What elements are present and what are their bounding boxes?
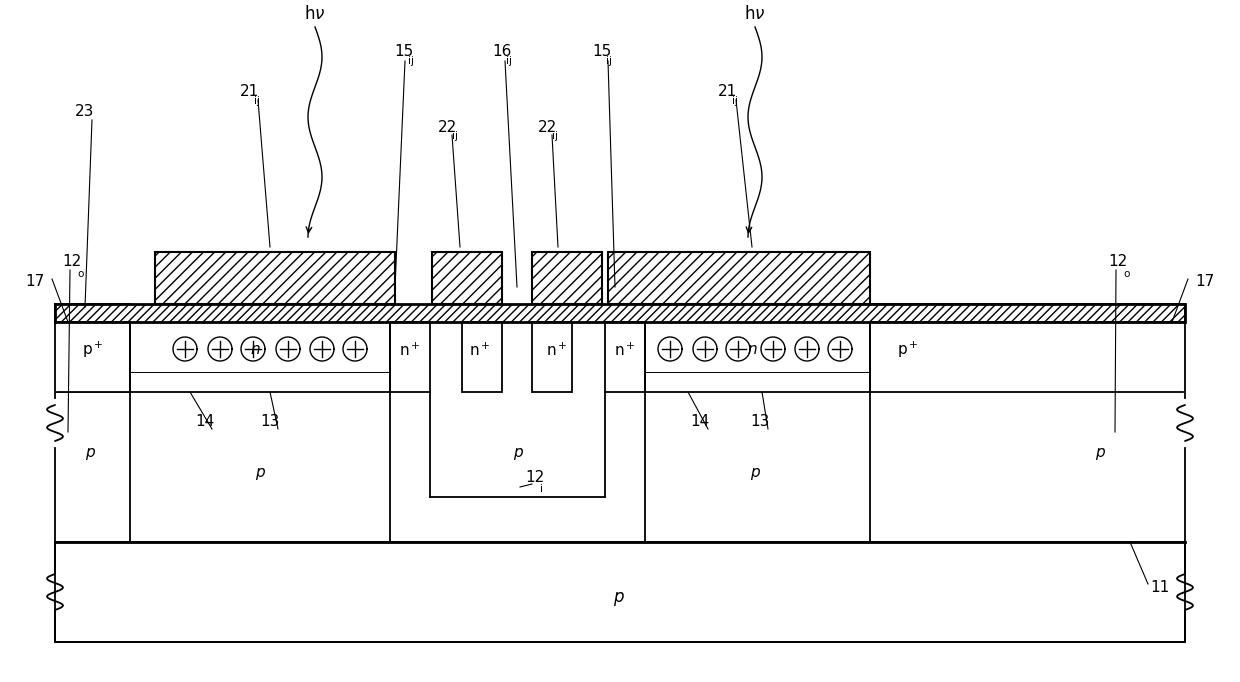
Text: 22: 22 <box>538 119 557 134</box>
Text: 13: 13 <box>260 415 280 430</box>
Bar <box>532 252 601 304</box>
Text: o: o <box>1123 269 1130 279</box>
Text: 17: 17 <box>1195 274 1214 289</box>
Text: 21: 21 <box>241 85 259 100</box>
Bar <box>608 252 870 304</box>
Bar <box>55 304 1185 322</box>
Text: i: i <box>539 484 543 494</box>
Text: 22: 22 <box>438 119 458 134</box>
Text: 12: 12 <box>1109 254 1127 269</box>
Text: n$^+$: n$^+$ <box>546 342 568 359</box>
Text: 23: 23 <box>76 104 94 119</box>
Text: p$^+$: p$^+$ <box>82 340 104 360</box>
Text: p: p <box>255 464 265 479</box>
Text: n$^+$: n$^+$ <box>614 342 636 359</box>
Text: h$\nu$: h$\nu$ <box>304 5 326 23</box>
Text: p: p <box>750 464 760 479</box>
Text: h$\nu$: h$\nu$ <box>744 5 766 23</box>
Bar <box>605 322 645 392</box>
Text: 11: 11 <box>1149 580 1169 595</box>
Text: ij: ij <box>453 131 458 141</box>
Text: p: p <box>513 445 523 460</box>
Bar <box>463 322 502 392</box>
Text: 13: 13 <box>750 415 770 430</box>
Text: ij: ij <box>506 56 512 66</box>
Bar <box>532 322 572 392</box>
Text: 12: 12 <box>525 469 544 484</box>
Text: n: n <box>748 342 756 357</box>
Text: ij: ij <box>408 56 414 66</box>
Text: p: p <box>1095 445 1105 460</box>
Text: 12: 12 <box>62 254 82 269</box>
Text: 15: 15 <box>394 44 413 59</box>
Text: 14: 14 <box>196 415 215 430</box>
Text: o: o <box>77 269 83 279</box>
Bar <box>55 542 1185 642</box>
Text: p: p <box>613 588 624 606</box>
Text: ij: ij <box>606 56 613 66</box>
Text: 17: 17 <box>26 274 45 289</box>
Text: ij: ij <box>552 131 558 141</box>
Text: ij: ij <box>254 96 260 106</box>
Bar <box>155 252 396 304</box>
Text: p$^+$: p$^+$ <box>898 340 919 360</box>
Bar <box>432 252 502 304</box>
Text: n$^+$: n$^+$ <box>399 342 420 359</box>
Text: n: n <box>250 342 260 357</box>
Text: p: p <box>86 445 94 460</box>
Text: 14: 14 <box>691 415 709 430</box>
Text: 16: 16 <box>492 44 511 59</box>
Text: ij: ij <box>732 96 738 106</box>
Text: 21: 21 <box>718 85 738 100</box>
Text: n$^+$: n$^+$ <box>469 342 491 359</box>
Bar <box>391 322 430 392</box>
Text: 15: 15 <box>591 44 611 59</box>
